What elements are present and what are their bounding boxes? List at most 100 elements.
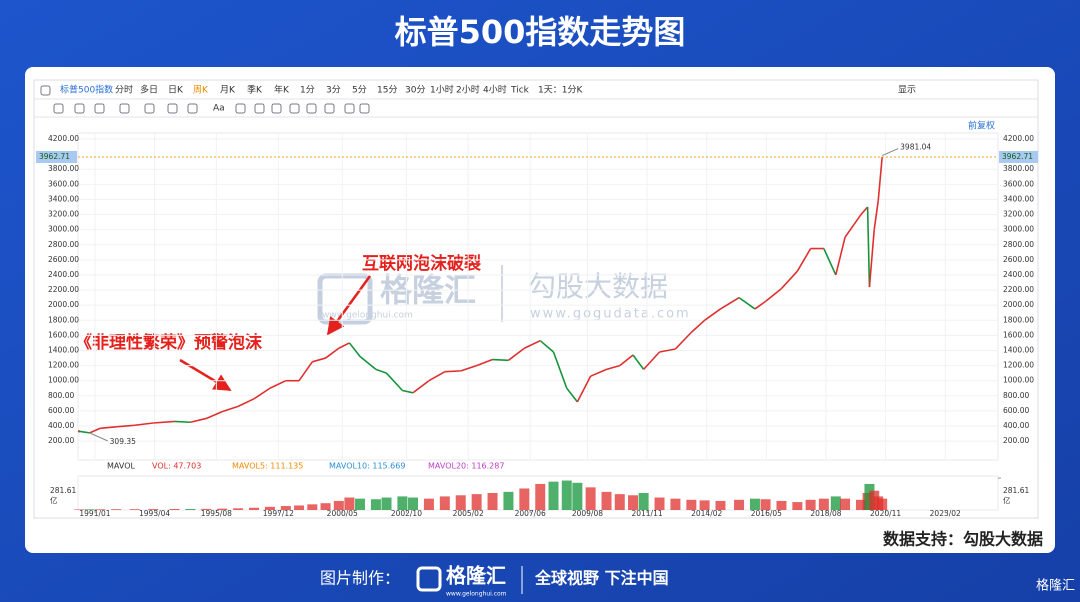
y-tick-label-right: 600.00 xyxy=(1003,406,1029,415)
y-tick-label-right: 1800.00 xyxy=(1003,315,1034,324)
y-tick-label: 1200.00 xyxy=(48,361,79,370)
volume-bar xyxy=(585,487,596,510)
last-price-label-right: 3962.71 xyxy=(1002,152,1033,161)
volume-bar xyxy=(749,498,760,510)
x-tick-label: 1991/01 xyxy=(79,509,110,518)
x-tick-label: 2009/08 xyxy=(572,509,603,518)
y-tick-label: 3000.00 xyxy=(48,225,79,234)
volume-bar xyxy=(572,482,583,510)
y-tick-label-right: 4200.00 xyxy=(1003,134,1034,143)
price-segment xyxy=(619,354,634,367)
toolbar-icon xyxy=(271,103,282,114)
volume-bar xyxy=(471,494,482,510)
data-source: 数据支持：勾股大数据 xyxy=(883,530,1043,549)
price-segment xyxy=(524,339,541,349)
toolbar-icon xyxy=(187,103,198,114)
made-by: 图片制作： xyxy=(320,569,400,588)
toolbar-item: 1分 xyxy=(300,85,315,96)
adjust-label: 前复权 xyxy=(968,120,995,132)
x-tick-label: 2005/02 xyxy=(453,509,484,518)
toolbar-item: 分时 xyxy=(115,84,133,96)
volume-bar xyxy=(628,495,639,510)
volume-bar xyxy=(487,493,498,510)
price-segment xyxy=(576,375,592,403)
y-tick-label: 3400.00 xyxy=(48,194,79,203)
x-tick-label: 2002/10 xyxy=(391,509,422,518)
volume-bar xyxy=(201,508,212,510)
y-tick-label-right: 2800.00 xyxy=(1003,240,1034,249)
x-tick-label: 1995/08 xyxy=(201,509,232,518)
price-segment xyxy=(566,387,578,403)
toolbar-icon xyxy=(235,103,246,114)
toolbar-item: 季K xyxy=(247,84,263,96)
x-tick-label: 2016/05 xyxy=(751,509,782,518)
price-segment xyxy=(375,368,387,374)
volume-bar xyxy=(233,508,244,510)
price-segment xyxy=(552,351,568,389)
toolbar-icon xyxy=(144,103,155,114)
y-tick-label-right: 3000.00 xyxy=(1003,225,1034,234)
price-segment xyxy=(190,417,207,424)
toolbar-item: 年K xyxy=(274,84,290,96)
volume-bar xyxy=(169,508,180,510)
y-tick-label: 1600.00 xyxy=(48,330,79,339)
y-tick-label: 400.00 xyxy=(48,421,74,430)
y-tick-label-right: 200.00 xyxy=(1003,436,1029,445)
price-segment xyxy=(632,354,645,370)
volume-bar xyxy=(84,509,95,510)
toolbar-icon xyxy=(359,103,370,114)
y-tick-label: 3600.00 xyxy=(48,179,79,188)
y-tick-label: 1000.00 xyxy=(48,376,79,385)
volume-bar xyxy=(294,505,305,510)
y-tick-label-right: 3800.00 xyxy=(1003,164,1034,173)
y-tick-label-right: 1200.00 xyxy=(1003,361,1034,370)
price-segment xyxy=(412,380,430,394)
x-tick-label: 2020/11 xyxy=(870,509,901,518)
annotation-arrow xyxy=(179,358,232,392)
volume-legend-name: MAVOL xyxy=(107,462,135,471)
price-segment xyxy=(269,379,287,389)
y-tick-label: 2000.00 xyxy=(48,300,79,309)
price-segment xyxy=(507,347,525,361)
volume-bar xyxy=(855,499,866,510)
volume-legend-item: MAVOL10: 115.669 xyxy=(329,462,405,471)
high-label: 3981.04 xyxy=(900,143,931,152)
x-tick-label: 2014/02 xyxy=(691,509,722,518)
volume-legend-item: MAVOL5: 111.135 xyxy=(232,462,303,471)
price-segment xyxy=(877,156,883,202)
high-marker xyxy=(881,148,899,157)
y-tick-label: 200.00 xyxy=(48,436,74,445)
price-segment xyxy=(476,358,493,367)
price-segment xyxy=(348,342,361,358)
toolbar-icon xyxy=(344,103,355,114)
price-segment xyxy=(402,389,414,394)
y-tick-label-right: 2000.00 xyxy=(1003,300,1034,309)
price-segment xyxy=(134,422,154,427)
price-segment xyxy=(835,237,846,276)
toolbar-icon xyxy=(306,103,317,114)
y-tick-label-right: 3200.00 xyxy=(1003,210,1034,219)
volume-tick-label-right: 281.61 xyxy=(1003,486,1029,495)
price-segment xyxy=(720,296,740,310)
price-segment xyxy=(754,300,767,310)
volume-bar xyxy=(148,509,159,510)
volume-bar xyxy=(601,491,612,510)
y-tick-label-right: 1600.00 xyxy=(1003,330,1034,339)
volume-bar xyxy=(307,504,318,510)
volume-bar xyxy=(320,503,331,510)
toolbar-item: 4小时 xyxy=(483,84,507,96)
y-tick-label: 3800.00 xyxy=(48,164,79,173)
volume-bar xyxy=(830,496,841,510)
volume-bar xyxy=(370,499,381,510)
price-segment xyxy=(844,214,862,238)
y-tick-label-right: 3600.00 xyxy=(1003,179,1034,188)
volume-unit-right: 亿 xyxy=(1003,495,1011,505)
last-price-label: 3962.71 xyxy=(39,152,70,161)
price-segment xyxy=(674,331,692,350)
volume-bar xyxy=(519,488,530,510)
x-tick-label: 2007/06 xyxy=(515,509,546,518)
volume-bar xyxy=(185,508,196,510)
volume-bar xyxy=(95,509,106,510)
volume-bar xyxy=(344,497,355,510)
price-segment xyxy=(205,410,223,420)
